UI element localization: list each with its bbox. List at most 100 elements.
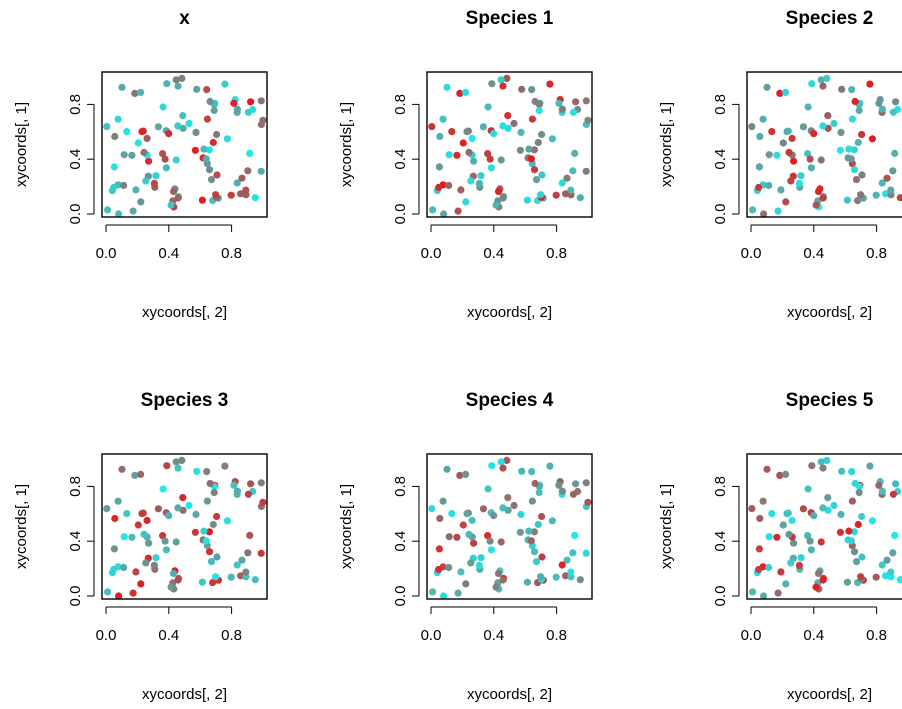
point: [457, 568, 465, 576]
y-tick-label: 0.8: [712, 94, 729, 115]
point: [470, 539, 478, 547]
y-tick-label: 0.4: [67, 531, 84, 552]
x-tick-label: 0.0: [96, 245, 117, 262]
point: [548, 517, 557, 525]
point: [244, 549, 252, 557]
point: [129, 589, 137, 597]
point: [174, 504, 182, 512]
point: [812, 201, 820, 209]
point: [123, 128, 131, 136]
point: [192, 510, 200, 518]
point: [227, 191, 235, 199]
point: [814, 569, 823, 578]
point: [538, 130, 546, 139]
point: [569, 490, 578, 498]
point: [138, 128, 146, 136]
point: [854, 138, 862, 147]
point: [823, 456, 831, 464]
point: [850, 166, 859, 174]
x-axis-label: xycoords[, 2]: [467, 686, 552, 703]
point: [777, 186, 785, 194]
point: [475, 561, 483, 570]
point: [200, 145, 208, 153]
point: [552, 191, 560, 199]
point: [499, 576, 507, 584]
point: [468, 516, 476, 525]
point: [487, 164, 495, 172]
point: [206, 97, 214, 106]
point: [468, 134, 476, 142]
point: [819, 576, 827, 584]
point: [548, 135, 557, 143]
point: [883, 556, 891, 564]
x-tick-label: 0.8: [866, 245, 887, 262]
point: [145, 157, 153, 165]
point: [484, 532, 492, 540]
point: [150, 561, 158, 570]
point: [233, 105, 241, 113]
point: [159, 532, 167, 540]
y-tick-label: 0.8: [392, 94, 409, 115]
point: [851, 97, 859, 106]
point: [128, 533, 136, 541]
point: [850, 146, 859, 154]
y-axis-label: xycoords[, 1]: [13, 484, 30, 569]
x-tick-label: 0.0: [741, 245, 762, 262]
point: [161, 155, 169, 163]
point: [892, 98, 900, 106]
point: [497, 156, 505, 164]
point: [503, 456, 511, 464]
point: [484, 103, 492, 111]
point: [584, 116, 592, 124]
point: [755, 545, 764, 553]
point: [238, 556, 246, 564]
point: [830, 501, 838, 510]
point: [572, 98, 580, 106]
point: [528, 86, 536, 94]
point: [525, 527, 533, 535]
point: [558, 105, 567, 113]
point: [120, 151, 128, 159]
point: [807, 546, 816, 554]
point: [114, 497, 122, 505]
point: [527, 537, 535, 545]
point: [858, 512, 866, 521]
point: [137, 470, 145, 478]
point: [535, 488, 543, 497]
x-tick-label: 0.0: [741, 627, 762, 644]
point: [838, 85, 846, 93]
point: [804, 150, 812, 158]
point: [765, 533, 773, 541]
point: [477, 554, 485, 562]
y-tick-label: 0.0: [67, 586, 84, 607]
point: [205, 528, 213, 536]
y-tick-label: 0.4: [712, 149, 729, 170]
point: [843, 578, 852, 586]
point: [487, 546, 495, 554]
point: [142, 559, 150, 567]
y-tick-label: 0.4: [392, 149, 409, 170]
point: [887, 186, 895, 194]
point: [456, 89, 464, 97]
panel-1: x 0.0 0.4 0.8 0.0 0.4 0.8 xycoords[, 2] xycoords…: [13, 8, 268, 321]
point: [247, 480, 255, 488]
point: [819, 464, 827, 472]
point: [137, 88, 145, 96]
point: [429, 588, 437, 596]
x-axis-label: xycoords[, 2]: [787, 686, 872, 703]
point: [855, 488, 863, 497]
point: [782, 580, 790, 588]
point: [454, 589, 462, 597]
x-tick-label: 0.0: [421, 245, 442, 262]
point: [891, 531, 899, 540]
point: [203, 468, 211, 476]
point: [567, 186, 575, 194]
point: [242, 568, 250, 576]
point: [114, 115, 122, 123]
point: [858, 171, 866, 179]
point: [812, 583, 820, 591]
point: [779, 521, 787, 529]
point: [123, 509, 131, 518]
point: [486, 537, 494, 545]
point: [206, 479, 214, 488]
